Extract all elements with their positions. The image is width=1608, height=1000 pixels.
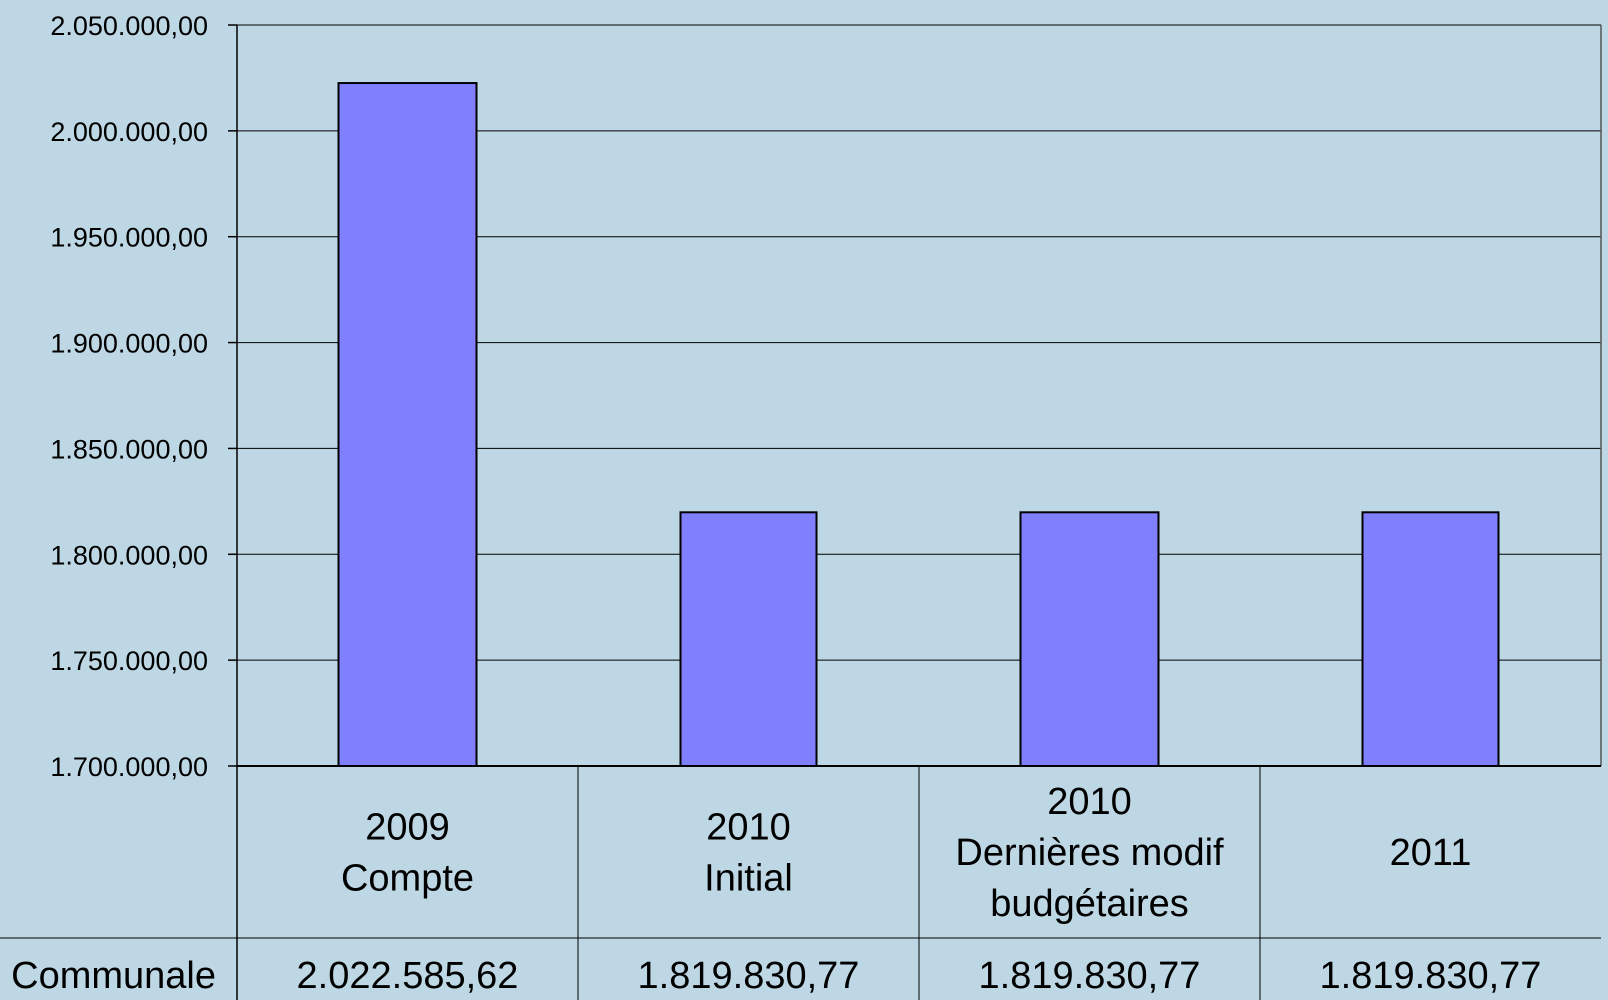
bar-1 [337, 82, 478, 767]
data-table-value: 1.819.830,77 [638, 955, 860, 997]
category-label: 2010 Initial [704, 807, 793, 900]
category-label-line: Initial [704, 858, 793, 900]
category-label-line: budgétaires [990, 883, 1189, 925]
data-table-value: 2.022.585,62 [297, 955, 519, 997]
bar-4 [1361, 511, 1500, 767]
category-label: 2009 Compte [341, 807, 474, 900]
y-tick-label: 2.000.000,00 [50, 117, 208, 147]
category-label-line: 2010 [1047, 781, 1132, 823]
data-table-value: 1.819.830,77 [979, 955, 1201, 997]
data-table-value: 1.819.830,77 [1320, 955, 1542, 997]
y-tick-label: 1.800.000,00 [50, 540, 208, 570]
y-tick-label: 1.750.000,00 [50, 646, 208, 676]
category-label-line: 2010 [706, 807, 791, 849]
y-tick-label: 1.850.000,00 [50, 434, 208, 464]
y-tick-label: 1.950.000,00 [50, 223, 208, 253]
bar-3 [1019, 511, 1160, 767]
series-row-label: Communale [11, 955, 216, 997]
bar-2 [679, 511, 818, 767]
category-label-line: 2011 [1390, 832, 1472, 874]
category-label-line: Compte [341, 858, 474, 900]
y-tick-label: 1.700.000,00 [50, 752, 208, 782]
category-label: 2011 [1390, 832, 1472, 874]
category-label: 2010 Dernières modif budgétaires [955, 781, 1224, 925]
y-tick-label: 1.900.000,00 [50, 329, 208, 359]
category-label-line: 2009 [365, 807, 450, 849]
y-tick-label: 2.050.000,00 [50, 11, 208, 41]
category-label-line: Dernières modif [955, 832, 1224, 874]
